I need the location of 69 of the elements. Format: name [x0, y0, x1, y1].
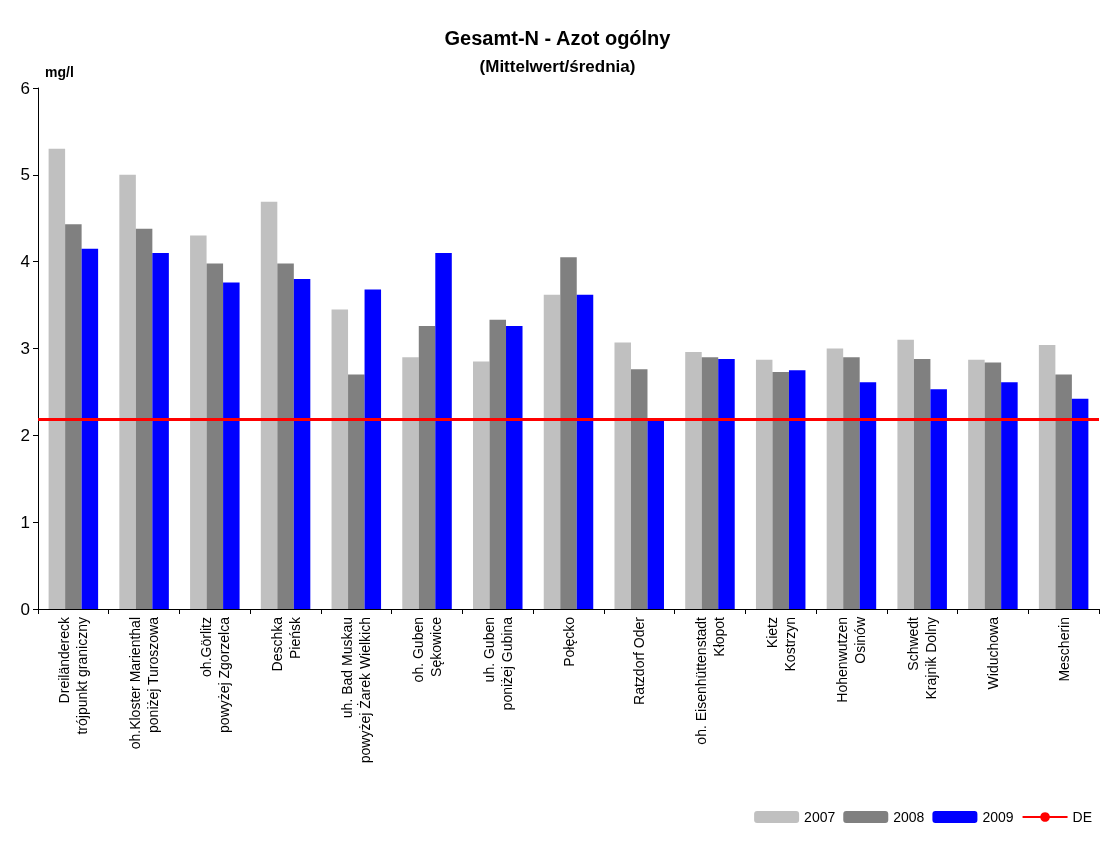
x-tick-label: Schwedt Krajnik Dolny — [905, 616, 940, 700]
bar — [402, 357, 419, 609]
bar — [277, 263, 294, 609]
bar — [348, 374, 365, 609]
bar — [984, 362, 1002, 609]
y-axis-title: mg/l — [45, 64, 74, 80]
bar — [489, 319, 507, 609]
y-tick-label: 5 — [20, 165, 30, 185]
bar — [1071, 398, 1089, 609]
bar — [930, 389, 947, 609]
chart-subtitle: (Mittelwert/średnia) — [479, 57, 636, 76]
bar — [859, 382, 877, 609]
bar — [913, 358, 931, 609]
legend-label: 2008 — [893, 809, 925, 825]
x-tick-label: Mescherin — [1055, 617, 1072, 682]
x-tick-label: Ratzdorf Oder — [631, 616, 648, 705]
bar — [1001, 382, 1018, 609]
bar — [1038, 345, 1056, 609]
bar — [206, 263, 224, 609]
bar — [331, 309, 349, 609]
x-tick-label: Połęcko — [560, 616, 577, 667]
bar — [473, 361, 490, 609]
bar — [364, 289, 382, 609]
x-tick-label: Deschka Pieńsk — [268, 616, 303, 672]
bar — [897, 339, 914, 609]
bar — [506, 325, 523, 609]
x-tick-label: Kietz Kostrzyn — [763, 617, 798, 672]
y-tick-label: 3 — [20, 339, 30, 358]
bar — [435, 252, 452, 609]
legend-label: 2009 — [982, 809, 1014, 825]
bar — [48, 148, 66, 609]
bar — [119, 174, 136, 609]
bar — [190, 235, 207, 609]
bar — [772, 371, 789, 609]
legend-label: DE — [1072, 809, 1092, 825]
legend-label: 2007 — [804, 809, 836, 825]
bar — [223, 282, 240, 609]
x-tick-label: Widuchowa — [984, 616, 1001, 690]
bar — [576, 294, 594, 609]
y-tick-label: 0 — [20, 599, 30, 619]
bar — [843, 357, 860, 609]
bar — [65, 224, 82, 609]
bar — [293, 279, 311, 609]
bar — [560, 257, 577, 609]
bar — [968, 359, 985, 609]
bar — [788, 370, 806, 609]
bar — [630, 369, 648, 609]
x-tick-label: oh. Eisenhüttenstadt Kłopot — [692, 616, 727, 745]
y-tick-label: 1 — [20, 512, 30, 532]
bar — [701, 357, 719, 609]
bar — [135, 228, 153, 609]
bar — [647, 418, 664, 609]
bar — [718, 358, 735, 609]
y-tick-label: 2 — [20, 425, 30, 445]
bar — [685, 351, 702, 609]
bar — [755, 359, 773, 609]
y-tick-label: 6 — [20, 78, 30, 98]
chart-title: Gesamt-N - Azot ogólny — [444, 27, 672, 49]
y-tick-label: 4 — [20, 252, 30, 272]
bar — [81, 248, 99, 609]
bar — [418, 325, 436, 609]
bar — [1055, 374, 1072, 609]
bar — [826, 348, 844, 609]
bar — [614, 342, 631, 609]
x-tick-label: Hohenwutzen Osinów — [834, 616, 869, 703]
bar — [152, 252, 169, 609]
bar — [260, 201, 278, 609]
bar — [543, 294, 561, 609]
x-tick-label: Dreiländereck trójpunkt graniczny — [56, 616, 91, 735]
